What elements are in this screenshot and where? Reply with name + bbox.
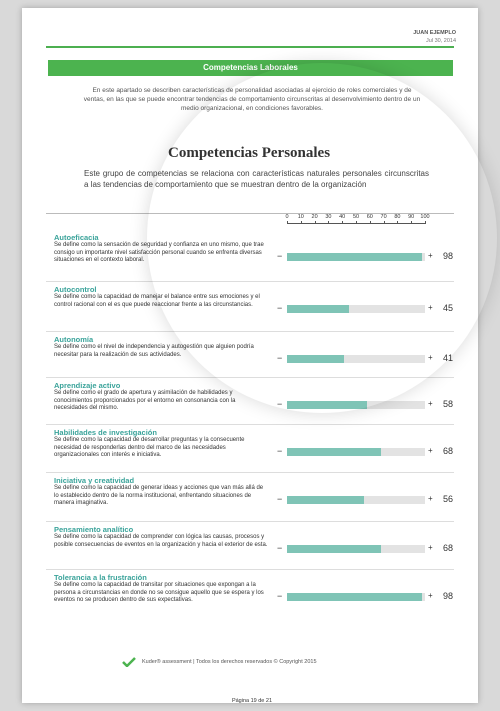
item-description: Se define como la capacidad de comprende… bbox=[54, 534, 268, 548]
page: JUAN EJEMPLO Jul 30, 2014 Competencias L… bbox=[22, 8, 478, 704]
scale-tick-label: 80 bbox=[394, 214, 401, 220]
item-score: 58 bbox=[443, 399, 454, 409]
header-date: Jul 30, 2014 bbox=[426, 38, 456, 44]
item-score: 41 bbox=[443, 353, 454, 363]
bar bbox=[287, 593, 423, 601]
item-description: Se define como la capacidad de desarroll… bbox=[54, 437, 245, 458]
item-name: Iniciativa y creatividad bbox=[54, 476, 135, 485]
scale-tick bbox=[369, 221, 371, 224]
divider bbox=[46, 213, 454, 214]
scale-tick bbox=[411, 221, 413, 224]
item-name: Aprendizaje activo bbox=[54, 381, 121, 390]
header-rule bbox=[46, 46, 454, 48]
bar-plus: + bbox=[428, 494, 433, 503]
header-name: JUAN EJEMPLO bbox=[413, 30, 456, 36]
item-score: 68 bbox=[443, 543, 454, 553]
row-divider bbox=[46, 281, 454, 282]
scale-tick-label: 30 bbox=[325, 214, 332, 220]
bar-track bbox=[287, 355, 425, 363]
check-icon bbox=[122, 657, 136, 667]
item-description: Se define como la capacidad de generar i… bbox=[54, 485, 264, 506]
intro: En este apartado se describen caracterís… bbox=[83, 87, 421, 112]
scale-tick-label: 90 bbox=[408, 214, 415, 220]
bar-plus: + bbox=[428, 446, 433, 455]
row-divider bbox=[46, 331, 454, 332]
scale-tick bbox=[328, 221, 330, 224]
bar-plus: + bbox=[428, 251, 433, 260]
bar-minus: − bbox=[277, 399, 283, 409]
row-divider bbox=[46, 472, 454, 473]
bar bbox=[287, 496, 365, 504]
scale-tick bbox=[342, 221, 344, 224]
scale-tick-label: 70 bbox=[380, 214, 387, 220]
bar-track bbox=[287, 305, 425, 313]
scale-tick-label: 100 bbox=[420, 214, 430, 220]
item-name: Autonomía bbox=[54, 335, 94, 344]
item-description: Se define como el grado de apertura y as… bbox=[54, 390, 236, 411]
item-name: Pensamiento analítico bbox=[54, 525, 134, 534]
bar-plus: + bbox=[428, 303, 433, 312]
scale-tick bbox=[383, 221, 385, 224]
bar-plus: + bbox=[428, 591, 433, 600]
item-score: 45 bbox=[443, 303, 454, 313]
scale-tick bbox=[356, 221, 357, 224]
item-score: 56 bbox=[443, 494, 454, 504]
item-name: Autocontrol bbox=[54, 285, 97, 294]
bar-minus: − bbox=[277, 494, 283, 504]
item-name: Autoeficacia bbox=[54, 233, 99, 242]
bar bbox=[287, 448, 381, 456]
scale-tick-label: 60 bbox=[366, 214, 373, 220]
item-description: Se define como el nivel de independencia… bbox=[54, 344, 254, 358]
scale-tick bbox=[314, 221, 316, 224]
banner: Competencias Laborales bbox=[48, 60, 453, 76]
bar-plus: + bbox=[428, 399, 433, 408]
item-description: Se define como la capacidad de transitar… bbox=[54, 582, 264, 603]
bar bbox=[287, 545, 381, 553]
row-divider bbox=[46, 521, 454, 522]
bar-minus: − bbox=[277, 303, 283, 313]
scale-tick bbox=[287, 221, 288, 224]
bar-minus: − bbox=[277, 353, 283, 363]
item-name: Tolerancia a la frustración bbox=[54, 573, 147, 582]
bar-minus: − bbox=[277, 543, 283, 553]
item-score: 98 bbox=[443, 251, 454, 261]
row-divider bbox=[46, 377, 454, 378]
bar-plus: + bbox=[428, 543, 433, 552]
bar-minus: − bbox=[277, 251, 283, 261]
bar-minus: − bbox=[277, 446, 283, 456]
bar-plus: + bbox=[428, 353, 433, 362]
item-name: Habilidades de investigación bbox=[54, 428, 157, 437]
footer-text: Kuder® assessment | Todos los derechos r… bbox=[142, 659, 317, 665]
bar bbox=[287, 401, 368, 409]
page-number: Página 19 de 21 bbox=[231, 698, 273, 704]
scale-tick bbox=[300, 221, 302, 224]
row-divider bbox=[46, 569, 454, 570]
scale-tick-label: 20 bbox=[311, 214, 318, 220]
bar-minus: − bbox=[277, 591, 283, 601]
scale-tick-label: 40 bbox=[339, 214, 346, 220]
row-divider bbox=[46, 424, 454, 425]
bar bbox=[287, 305, 350, 313]
item-description: Se define como la capacidad de manejar e… bbox=[54, 294, 260, 308]
item-score: 98 bbox=[443, 591, 454, 601]
scale-tick-label: 10 bbox=[297, 214, 304, 220]
item-score: 68 bbox=[443, 446, 454, 456]
section-title: Competencias Personales bbox=[168, 145, 331, 161]
scale-tick bbox=[425, 221, 426, 224]
item-description: Se define como la sensación de seguridad… bbox=[54, 242, 264, 263]
scale-axis bbox=[287, 223, 425, 224]
bar bbox=[287, 355, 344, 363]
bar bbox=[287, 253, 423, 261]
section-description: Este grupo de competencias se relaciona … bbox=[84, 169, 429, 189]
scale-tick-label: 50 bbox=[352, 214, 360, 220]
scale-tick-label: 0 bbox=[285, 214, 289, 220]
scale-tick bbox=[397, 221, 399, 224]
